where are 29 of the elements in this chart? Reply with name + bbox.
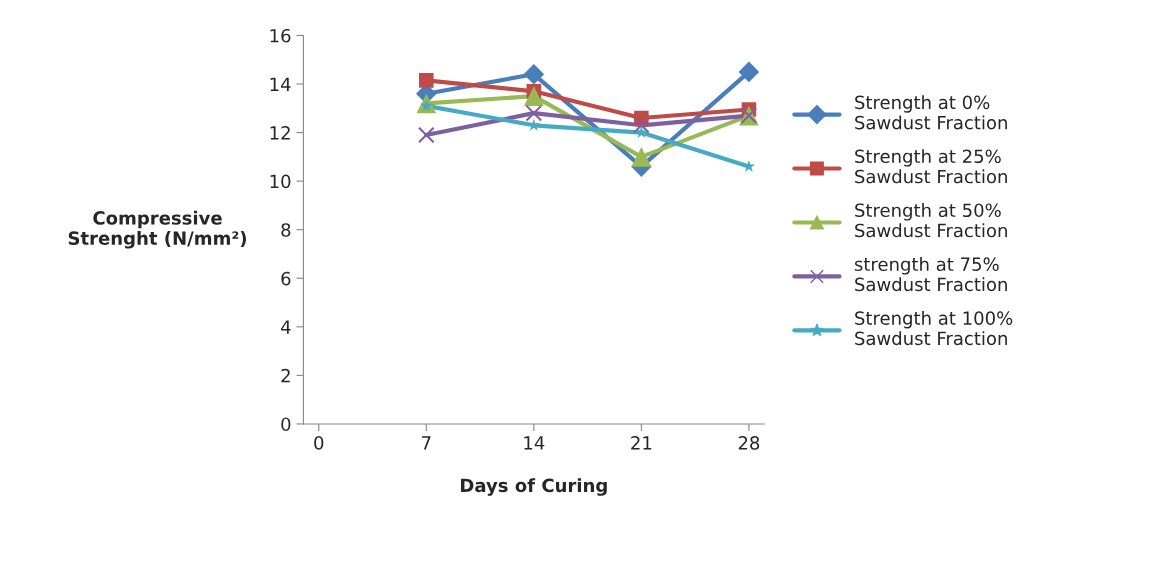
point — [417, 126, 435, 144]
y-tick-label: 16 — [270, 28, 291, 43]
point — [419, 73, 434, 88]
legend-label: Strength at 50% Sawdust Fraction — [855, 203, 1007, 238]
point — [738, 61, 760, 83]
point — [633, 116, 650, 134]
legend-label: Strength at 100% Sawdust Fraction — [855, 310, 1013, 346]
x-tick-label: 14 — [524, 436, 545, 450]
legend-label: strength at 75% Sawdust Fraction — [854, 257, 1007, 292]
point — [525, 104, 543, 122]
legend-label: Strength at 0% Sawdust Fraction — [855, 95, 1007, 130]
y-tick-label: 12 — [270, 126, 290, 140]
y-tick-label: 2 — [281, 368, 290, 383]
point — [631, 147, 652, 167]
x-tick-label: 0 — [314, 436, 324, 450]
x-axis-title: Days of Curing — [461, 478, 607, 496]
legend-label: Strength at 25% Sawdust Fraction — [855, 149, 1007, 184]
x-tick-label: 21 — [631, 436, 652, 450]
point — [524, 86, 544, 106]
y-tick-label: 10 — [270, 174, 291, 189]
y-tick-label: 6 — [281, 271, 291, 286]
y-tick-label: 0 — [281, 417, 291, 432]
point — [523, 64, 545, 85]
y-tick-label: 8 — [281, 223, 291, 237]
x-tick-label: 28 — [738, 436, 760, 450]
y-tick-label: 14 — [270, 77, 291, 91]
x-tick-label: 7 — [422, 436, 431, 450]
y-axis-title: Compressive Strenght (N/mm²) — [68, 210, 246, 249]
y-tick-label: 4 — [280, 320, 291, 334]
